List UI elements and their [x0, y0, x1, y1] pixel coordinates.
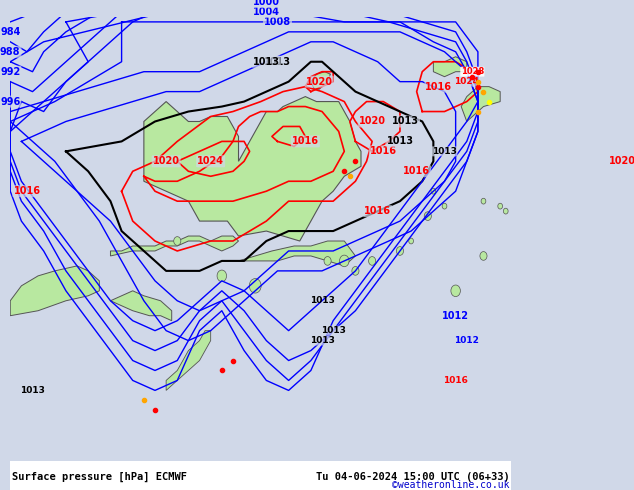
Circle shape — [340, 255, 349, 267]
Circle shape — [249, 279, 261, 293]
Text: 1008: 1008 — [264, 17, 291, 27]
Circle shape — [424, 212, 431, 220]
Polygon shape — [311, 72, 330, 89]
Polygon shape — [10, 266, 100, 316]
Text: 992: 992 — [0, 67, 20, 77]
Text: 1004: 1004 — [253, 7, 280, 17]
Text: 1016: 1016 — [364, 206, 391, 216]
Text: 1013: 1013 — [20, 386, 45, 395]
Polygon shape — [434, 57, 467, 76]
Text: 1013: 1013 — [321, 326, 346, 335]
Polygon shape — [110, 291, 172, 320]
Text: 996: 996 — [0, 97, 20, 106]
Text: 1013: 1013 — [253, 57, 280, 67]
Text: 1016: 1016 — [292, 136, 319, 147]
Text: 1016: 1016 — [443, 376, 468, 385]
Circle shape — [481, 198, 486, 204]
Circle shape — [368, 257, 376, 265]
Text: Surface pressure [hPa] ECMWF: Surface pressure [hPa] ECMWF — [12, 472, 187, 482]
Text: 1013: 1013 — [309, 336, 335, 345]
Text: Tu 04-06-2024 15:00 UTC (06+33): Tu 04-06-2024 15:00 UTC (06+33) — [316, 472, 510, 482]
Circle shape — [451, 285, 460, 296]
Text: 1016: 1016 — [370, 147, 397, 156]
Polygon shape — [144, 97, 361, 241]
Text: 1013: 1013 — [264, 57, 291, 67]
Circle shape — [431, 188, 436, 194]
Text: 1000: 1000 — [253, 0, 280, 7]
Polygon shape — [461, 87, 500, 122]
Bar — [10, 461, 511, 490]
Text: 1013: 1013 — [309, 296, 335, 305]
Text: 1013: 1013 — [432, 147, 457, 156]
Text: 1016: 1016 — [403, 166, 430, 176]
Text: 1028: 1028 — [461, 67, 484, 76]
Text: ©weatheronline.co.uk: ©weatheronline.co.uk — [392, 480, 510, 490]
Text: 1016: 1016 — [13, 186, 41, 196]
Text: 1016: 1016 — [425, 82, 453, 92]
Text: 1020: 1020 — [359, 117, 385, 126]
Circle shape — [442, 203, 447, 209]
Text: 1012: 1012 — [455, 336, 479, 345]
Text: 1013: 1013 — [387, 136, 413, 147]
Circle shape — [409, 238, 413, 244]
Circle shape — [174, 237, 181, 245]
Text: 1012: 1012 — [442, 311, 469, 321]
Text: 1024: 1024 — [197, 156, 224, 166]
Text: 984: 984 — [0, 27, 20, 37]
Text: 1020: 1020 — [609, 156, 634, 166]
Circle shape — [503, 208, 508, 214]
Text: 988: 988 — [0, 47, 20, 57]
Text: 1020: 1020 — [306, 76, 333, 87]
Circle shape — [480, 251, 487, 260]
Polygon shape — [110, 236, 238, 256]
Text: 1013: 1013 — [392, 117, 419, 126]
Circle shape — [352, 267, 359, 275]
Polygon shape — [238, 241, 356, 266]
Text: 1020: 1020 — [153, 156, 179, 166]
Polygon shape — [166, 331, 210, 391]
Text: 1024: 1024 — [455, 77, 479, 86]
Circle shape — [324, 257, 331, 265]
Circle shape — [396, 246, 403, 255]
Circle shape — [217, 270, 226, 282]
Circle shape — [498, 203, 503, 209]
